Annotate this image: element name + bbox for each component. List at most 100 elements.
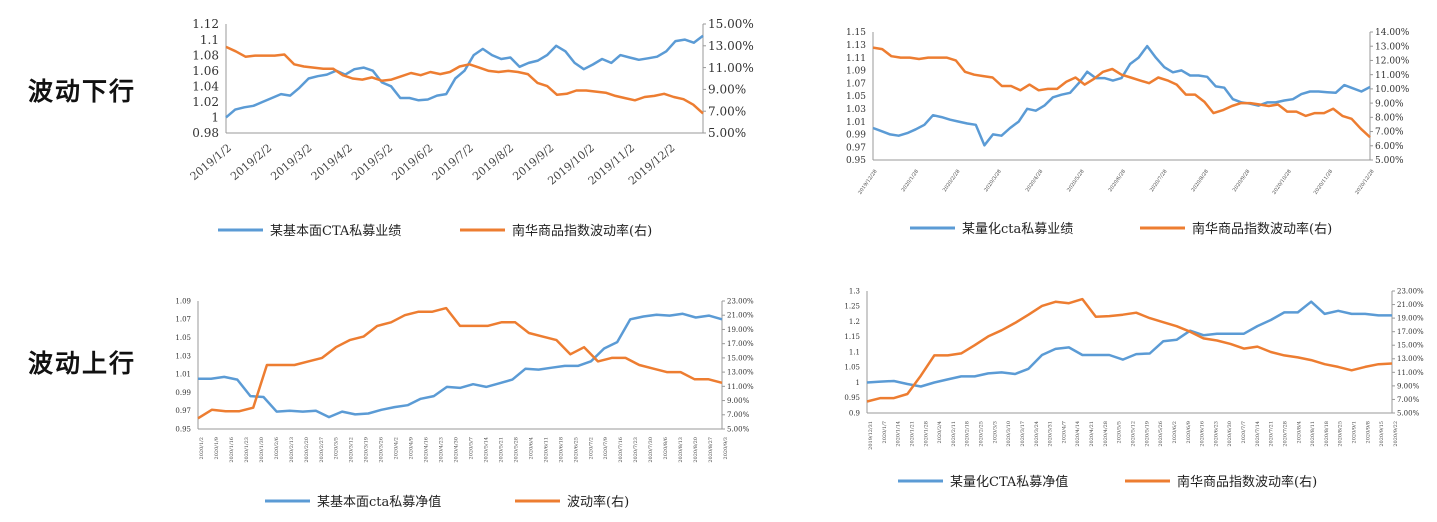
- x-tick-label: 2020/3/26: [379, 437, 385, 463]
- x-tick-label: 2020/9/3: [723, 437, 729, 459]
- x-tick-label: 2020/4/16: [424, 437, 430, 463]
- x-tick-label: 2020/10/28: [1271, 169, 1292, 196]
- y2-tick-label: 11.00%: [1375, 71, 1410, 81]
- series-line-volatility: [225, 45, 704, 115]
- y-tick-label: 1: [856, 379, 860, 387]
- x-tick-label: 2020/8/11: [1310, 421, 1316, 447]
- y2-tick-label: 5.00%: [708, 126, 746, 140]
- series-line-nav: [866, 300, 1392, 388]
- x-tick-label: 2020/2/4: [937, 421, 943, 443]
- x-tick-label: 2020/1/30: [259, 437, 265, 463]
- y-tick-label: 0.98: [192, 126, 219, 140]
- x-tick-label: 2020/3/28: [983, 169, 1003, 193]
- x-tick-label: 2020/2/25: [979, 421, 985, 447]
- label-volatility-up: 波动上行: [28, 349, 137, 378]
- x-tick-label: 2020/9/1: [1352, 421, 1358, 443]
- y2-tick-label: 9.00%: [727, 397, 750, 405]
- x-tick-label: 2020/6/2: [1172, 421, 1178, 443]
- x-tick-label: 2020/8/6: [663, 437, 669, 459]
- x-tick-label: 2020/4/23: [439, 437, 445, 463]
- legend-label: 南华商品指数波动率(右): [1192, 221, 1332, 237]
- y-tick-label: 1.15: [846, 28, 866, 38]
- x-tick-label: 2019/6/2: [389, 141, 435, 183]
- y-tick-label: 0.95: [175, 425, 191, 433]
- x-tick-label: 2020/8/27: [708, 437, 714, 463]
- y-tick-label: 0.9: [849, 409, 860, 417]
- y2-tick-label: 9.00%: [1397, 382, 1420, 390]
- y2-tick-label: 13.00%: [727, 369, 754, 377]
- x-tick-label: 2020/6/16: [1200, 421, 1206, 447]
- x-tick-label: 2020/6/23: [1213, 421, 1219, 447]
- x-tick-label: 2020/7/21: [1269, 421, 1275, 447]
- y2-tick-label: 7.00%: [708, 104, 746, 118]
- x-tick-label: 2020/5/19: [1144, 421, 1150, 447]
- x-tick-label: 2020/6/18: [558, 437, 564, 463]
- x-tick-label: 2020/4/30: [454, 437, 460, 463]
- x-tick-label: 2020/7/9: [603, 437, 609, 459]
- x-tick-label: 2020/2/6: [274, 437, 280, 459]
- y-tick-label: 1.15: [844, 333, 860, 341]
- x-tick-label: 2020/12/28: [1354, 169, 1375, 196]
- y-tick-label: 0.95: [844, 394, 860, 402]
- x-tick-label: 2020/3/24: [1034, 421, 1040, 447]
- y2-tick-label: 15.00%: [727, 354, 754, 362]
- series-line-volatility: [866, 297, 1393, 403]
- x-tick-label: 2020/7/2: [588, 437, 594, 459]
- x-tick-label: 2020/3/10: [1006, 421, 1012, 447]
- x-tick-label: 2019/1/2: [188, 141, 234, 183]
- y2-tick-label: 12.00%: [1375, 57, 1410, 67]
- x-tick-label: 2020/8/4: [1296, 421, 1302, 443]
- y2-tick-label: 14.00%: [1375, 28, 1410, 38]
- x-tick-label: 2020/7/28: [1282, 421, 1288, 447]
- x-tick-label: 2020/1/14: [896, 421, 902, 447]
- y2-tick-label: 21.00%: [727, 312, 754, 320]
- y-tick-label: 1.12: [192, 17, 219, 31]
- y2-tick-label: 17.00%: [727, 340, 754, 348]
- x-tick-label: 2020/2/27: [319, 437, 325, 463]
- y-tick-label: 1.01: [846, 118, 866, 128]
- x-tick-label: 2020/7/28: [1149, 169, 1169, 193]
- x-tick-label: 2020/6/28: [1108, 169, 1128, 193]
- x-tick-label: 2020/5/5: [1117, 421, 1123, 443]
- y2-tick-label: 21.00%: [1397, 301, 1424, 309]
- x-tick-label: 2019/12/28: [857, 169, 878, 196]
- y-tick-label: 1.07: [175, 316, 191, 324]
- y-tick-label: 0.99: [175, 389, 191, 397]
- x-tick-label: 2020/1/21: [909, 421, 915, 447]
- y-tick-label: 0.95: [846, 156, 866, 166]
- y-tick-label: 1.1: [849, 348, 860, 356]
- label-volatility-down: 波动下行: [28, 77, 137, 106]
- y2-tick-label: 19.00%: [1397, 315, 1424, 323]
- x-tick-label: 2020/3/12: [349, 437, 355, 463]
- y-tick-label: 1.09: [846, 67, 866, 77]
- series-line-nav: [225, 34, 704, 119]
- x-tick-label: 2020/8/25: [1338, 421, 1344, 447]
- y2-tick-label: 8.00%: [1375, 113, 1404, 123]
- y2-tick-label: 15.00%: [708, 17, 754, 31]
- x-tick-label: 2020/7/16: [618, 437, 624, 463]
- x-tick-label: 2020/9/28: [1232, 169, 1252, 193]
- y2-tick-label: 11.00%: [727, 383, 754, 391]
- y-tick-label: 1.2: [849, 318, 860, 326]
- y-tick-label: 1.05: [846, 92, 866, 102]
- x-tick-label: 2020/3/3: [992, 421, 998, 443]
- y2-tick-label: 11.00%: [708, 61, 754, 75]
- x-tick-label: 2020/8/28: [1190, 169, 1210, 193]
- y-tick-label: 1.13: [846, 41, 866, 51]
- y2-tick-label: 5.00%: [727, 425, 750, 433]
- y2-tick-label: 23.00%: [727, 297, 754, 305]
- x-tick-label: 2020/9/8: [1365, 421, 1371, 443]
- x-tick-label: 2019/2/2: [228, 141, 274, 183]
- x-tick-label: 2020/8/13: [678, 437, 684, 463]
- y2-tick-label: 9.00%: [708, 83, 746, 97]
- y-tick-label: 1.01: [175, 371, 191, 379]
- x-tick-label: 2020/5/14: [483, 437, 489, 463]
- x-tick-label: 2020/5/21: [498, 437, 504, 463]
- y-tick-label: 1.09: [175, 297, 191, 305]
- y2-tick-label: 13.00%: [1375, 42, 1410, 52]
- y2-tick-label: 7.00%: [727, 411, 750, 419]
- y2-tick-label: 6.00%: [1375, 142, 1404, 152]
- legend-label: 南华商品指数波动率(右): [512, 223, 652, 239]
- y-tick-label: 1.25: [844, 303, 860, 311]
- x-tick-label: 2020/6/25: [573, 437, 579, 463]
